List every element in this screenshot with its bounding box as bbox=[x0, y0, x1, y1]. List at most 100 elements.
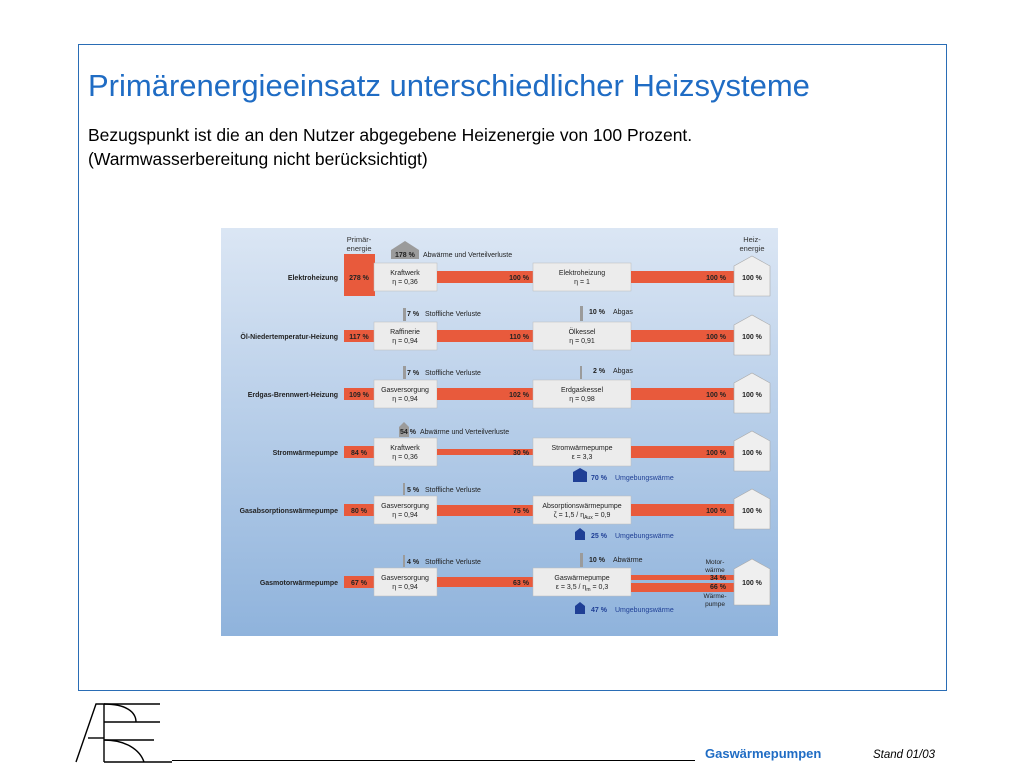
mid-bar bbox=[437, 388, 533, 400]
primary-value: 84 % bbox=[351, 450, 368, 457]
slide-frame bbox=[78, 44, 947, 691]
loss-value: 178 % bbox=[395, 252, 416, 259]
pump-label-line2: pumpe bbox=[705, 601, 725, 608]
row-label: Öl-Niedertemperatur-Heizung bbox=[240, 332, 338, 341]
house-icon bbox=[733, 430, 771, 472]
stage2-line2-sub: Aux bbox=[584, 515, 593, 521]
slide-title: Primärenergieeinsatz unterschiedlicher H… bbox=[88, 68, 810, 103]
ambient-arrow bbox=[575, 528, 585, 540]
stage2-line2: ε = 3,5 / ηm = 0,3 bbox=[556, 584, 609, 593]
loss-label: Stoffliche Verluste bbox=[425, 487, 481, 494]
slide-subtitle: Bezugspunkt ist die an den Nutzer abgege… bbox=[88, 123, 692, 171]
stage2-line1: Erdgaskessel bbox=[561, 387, 603, 394]
loss-label: Stoffliche Verluste bbox=[425, 370, 481, 377]
stage2-box bbox=[532, 437, 632, 467]
pump-label-line1: Wärme- bbox=[703, 593, 726, 600]
stage2-line2: η = 1 bbox=[574, 279, 590, 286]
stage2-line1: Gaswärmepumpe bbox=[554, 575, 609, 582]
out-bar bbox=[631, 504, 734, 516]
mid-bar bbox=[437, 271, 533, 283]
stage2-loss-arrow bbox=[580, 553, 583, 567]
header-primary-line2: energie bbox=[346, 244, 371, 253]
stage1-line1: Kraftwerk bbox=[390, 270, 420, 277]
header-primary-line1: Primär- bbox=[347, 235, 372, 244]
pump-value: 66 % bbox=[710, 584, 727, 591]
ambient-label: Umgebungswärme bbox=[615, 475, 674, 482]
ambient-value: 70 % bbox=[591, 475, 608, 482]
out-value: 100 % bbox=[706, 508, 727, 515]
stage2-line2-a: ζ = 1,5 / η bbox=[554, 512, 585, 519]
mid-value: 75 % bbox=[513, 508, 530, 515]
heating-systems-diagram: Primär- energie Heiz- energie Elektrohei… bbox=[221, 228, 778, 636]
primary-bar bbox=[344, 576, 375, 588]
stage1-box bbox=[373, 495, 438, 525]
row-elektroheizung: Elektroheizung 278 % 178 % Abwärme und V… bbox=[288, 241, 771, 297]
stage2-loss-value: 10 % bbox=[589, 309, 606, 316]
row-erdgas-brennwert-heizung: Erdgas-Brennwert-Heizung 109 % 7 % Stoff… bbox=[248, 366, 771, 414]
stage2-box bbox=[532, 379, 632, 409]
ambient-value: 47 % bbox=[591, 607, 608, 614]
stage1-line2: η = 0,94 bbox=[392, 396, 418, 403]
primary-bar bbox=[344, 330, 375, 342]
subtitle-line-1: Bezugspunkt ist die an den Nutzer abgege… bbox=[88, 125, 693, 145]
row-gasmotorwaermepumpe: Gasmotorwärmepumpe 67 % 4 % Stoffliche V… bbox=[260, 553, 771, 614]
mid-value: 102 % bbox=[509, 392, 530, 399]
stage2-loss-value: 2 % bbox=[593, 368, 606, 375]
stage2-line2-a: ε = 3,5 / η bbox=[556, 584, 587, 591]
loss-value: 7 % bbox=[407, 311, 420, 318]
stage2-box bbox=[532, 567, 632, 597]
motor-value: 34 % bbox=[710, 575, 727, 582]
house-icon bbox=[733, 255, 771, 297]
footer-line bbox=[172, 760, 695, 762]
row-label: Elektroheizung bbox=[288, 275, 338, 282]
pump-bar bbox=[631, 583, 734, 592]
out-bar bbox=[631, 446, 734, 458]
row-label: Stromwärmepumpe bbox=[273, 450, 338, 457]
house-icon bbox=[733, 314, 771, 356]
house-value: 100 % bbox=[742, 275, 763, 282]
motor-label-line2: wärme bbox=[704, 567, 725, 574]
mid-bar bbox=[437, 577, 533, 587]
loss-label: Abwärme und Verteilverluste bbox=[420, 429, 509, 436]
primary-value: 109 % bbox=[349, 392, 370, 399]
row-stromwaermepumpe: Stromwärmepumpe 84 % 54 % Abwärme und Ve… bbox=[273, 422, 771, 482]
stage2-loss-value: 10 % bbox=[589, 557, 606, 564]
stage1-line2: η = 0,94 bbox=[392, 584, 418, 591]
mid-bar-thin bbox=[437, 449, 533, 455]
subtitle-line-2: (Warmwasserbereitung nicht berücksichtig… bbox=[88, 149, 428, 169]
mid-bar bbox=[437, 505, 533, 516]
loss-value: 54 % bbox=[400, 429, 417, 436]
loss-arrow bbox=[403, 308, 406, 321]
diagram-background bbox=[221, 228, 778, 636]
house-icon bbox=[733, 372, 771, 414]
footer-brand: Gaswärmepumpen bbox=[705, 746, 822, 761]
mid-value: 110 % bbox=[510, 334, 530, 341]
ambient-label: Umgebungswärme bbox=[615, 533, 674, 540]
primary-value: 80 % bbox=[351, 508, 368, 515]
loss-arrow bbox=[403, 555, 405, 567]
stage1-box bbox=[373, 437, 438, 467]
stage1-line1: Kraftwerk bbox=[390, 445, 420, 452]
motor-label-line1: Motor- bbox=[706, 559, 725, 566]
stage2-line2: η = 0,91 bbox=[569, 338, 595, 345]
ambient-value: 25 % bbox=[591, 533, 608, 540]
out-bar bbox=[631, 388, 734, 400]
loss-label: Stoffliche Verluste bbox=[425, 559, 481, 566]
loss-arrow-medium bbox=[399, 422, 409, 437]
stage1-line2: η = 0,94 bbox=[392, 338, 418, 345]
stage2-line1: Absorptionswärmepumpe bbox=[542, 503, 621, 510]
loss-value: 4 % bbox=[407, 559, 420, 566]
primary-bar bbox=[344, 446, 375, 458]
primary-bar bbox=[344, 504, 375, 516]
stage2-box bbox=[532, 262, 632, 292]
primary-value: 117 % bbox=[349, 334, 369, 341]
stage2-line2-b: = 0,9 bbox=[593, 512, 611, 519]
out-value: 100 % bbox=[706, 450, 727, 457]
house-value: 100 % bbox=[742, 508, 763, 515]
stage2-line2: η = 0,98 bbox=[569, 396, 595, 403]
ambient-label: Umgebungswärme bbox=[615, 607, 674, 614]
ambient-arrow bbox=[573, 468, 587, 482]
loss-label: Abwärme und Verteilverluste bbox=[423, 252, 512, 259]
company-logo bbox=[75, 703, 172, 763]
stage2-line2-sub: m bbox=[586, 587, 590, 593]
